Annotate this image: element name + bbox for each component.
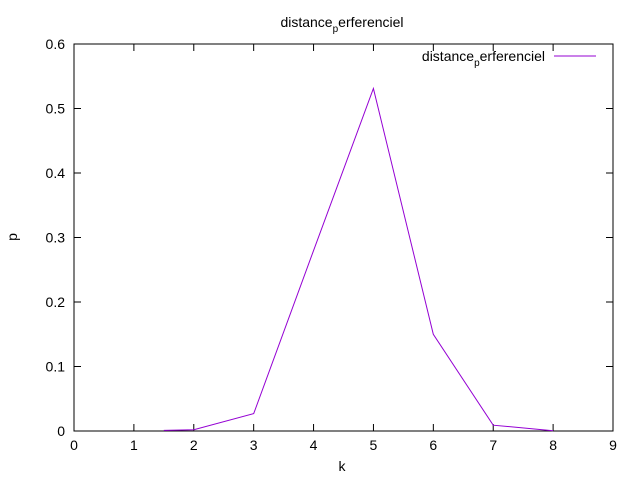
x-tick-label: 3 bbox=[250, 437, 258, 453]
x-tick-label: 5 bbox=[370, 437, 378, 453]
y-axis-label: p bbox=[4, 233, 20, 241]
legend: distanceperferenciel bbox=[422, 48, 596, 69]
x-tick-label: 7 bbox=[489, 437, 497, 453]
y-tick-label: 0.2 bbox=[46, 294, 66, 310]
x-tick-label: 1 bbox=[130, 437, 138, 453]
plot-frame bbox=[73, 43, 614, 432]
y-tick-label: 0.3 bbox=[46, 230, 66, 246]
x-axis-label: k bbox=[339, 458, 347, 474]
x-tick-label: 6 bbox=[429, 437, 437, 453]
y-tick-label: 0.4 bbox=[46, 165, 66, 181]
x-tick-label: 9 bbox=[609, 437, 617, 453]
y-tick-label: 0.6 bbox=[46, 36, 66, 52]
y-tick-label: 0.1 bbox=[46, 359, 66, 375]
x-tick-label: 2 bbox=[190, 437, 198, 453]
y-axis-ticks: 0 0.1 0.2 0.3 0.4 0.5 0.6 bbox=[46, 36, 613, 439]
x-tick-label: 8 bbox=[549, 437, 557, 453]
x-axis-ticks: 0 1 2 3 4 5 6 7 8 9 bbox=[70, 44, 617, 453]
legend-label: distanceperferenciel bbox=[422, 48, 545, 69]
x-tick-label: 4 bbox=[310, 437, 318, 453]
series-layer bbox=[163, 86, 554, 432]
chart-title: distanceperferenciel bbox=[280, 14, 403, 35]
series-line bbox=[163, 86, 554, 432]
x-tick-label: 0 bbox=[70, 437, 78, 453]
y-tick-label: 0.5 bbox=[46, 101, 66, 117]
y-tick-label: 0 bbox=[57, 423, 65, 439]
